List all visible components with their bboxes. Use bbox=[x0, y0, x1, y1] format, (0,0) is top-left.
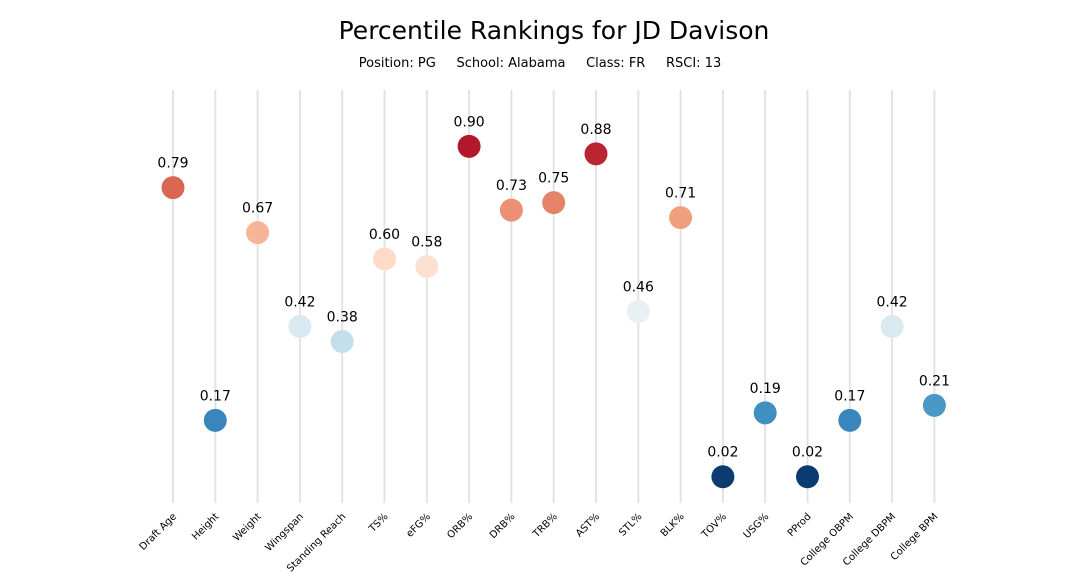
x-tick-label: PProd bbox=[786, 511, 814, 539]
data-point bbox=[499, 198, 523, 222]
data-point bbox=[753, 401, 777, 425]
x-tick-label: BLK% bbox=[659, 511, 687, 539]
data-point bbox=[203, 408, 227, 432]
x-tick-label: ORB% bbox=[445, 511, 475, 541]
value-labels: 0.79 0.17 0.67 0.42 0.38 0.60 0.58 0.90 0.73 0.75… bbox=[157, 114, 950, 460]
data-point bbox=[373, 247, 396, 271]
data-point bbox=[457, 134, 481, 158]
x-tick-label: TS% bbox=[367, 511, 391, 535]
data-point bbox=[161, 176, 185, 200]
x-tick-label: Wingspan bbox=[263, 511, 306, 554]
data-point bbox=[838, 408, 862, 432]
x-tick-label: Weight bbox=[231, 511, 263, 543]
value-label: 0.60 bbox=[369, 227, 400, 243]
x-tick-label: TOV% bbox=[699, 511, 729, 541]
value-label: 0.73 bbox=[496, 178, 527, 194]
value-label: 0.90 bbox=[454, 114, 485, 130]
value-label: 0.88 bbox=[580, 122, 611, 138]
value-label: 0.58 bbox=[411, 234, 442, 250]
value-label: 0.38 bbox=[327, 310, 358, 326]
data-point bbox=[626, 300, 650, 324]
x-tick-label: eFG% bbox=[405, 511, 433, 539]
value-label: 0.21 bbox=[919, 373, 950, 389]
data-point bbox=[542, 191, 566, 215]
value-label: 0.75 bbox=[538, 171, 569, 187]
data-point bbox=[880, 315, 904, 339]
value-label: 0.02 bbox=[792, 445, 823, 461]
data-point bbox=[584, 142, 608, 166]
value-label: 0.71 bbox=[665, 186, 696, 202]
x-tick-label: Draft Age bbox=[138, 511, 180, 553]
value-label: 0.79 bbox=[157, 156, 188, 172]
data-point bbox=[330, 330, 354, 354]
data-points bbox=[161, 134, 946, 489]
value-label: 0.46 bbox=[623, 280, 654, 296]
chart-subtitle: Position: PG School: Alabama Class: FR R… bbox=[358, 56, 722, 71]
value-label: 0.42 bbox=[284, 295, 315, 311]
value-label: 0.17 bbox=[200, 388, 231, 404]
data-point bbox=[415, 254, 439, 278]
value-label: 0.19 bbox=[750, 381, 781, 397]
chart-title: Percentile Rankings for JD Davison bbox=[338, 16, 770, 45]
value-label: 0.02 bbox=[707, 445, 738, 461]
x-tick-label: AST% bbox=[574, 511, 602, 539]
data-point bbox=[246, 221, 270, 245]
x-tick-label: Height bbox=[190, 511, 221, 542]
data-point bbox=[796, 465, 819, 489]
data-point bbox=[711, 465, 735, 489]
value-label: 0.67 bbox=[242, 201, 273, 217]
data-point bbox=[669, 206, 693, 230]
x-tick-label: USG% bbox=[742, 511, 772, 541]
x-tick-label: STL% bbox=[617, 511, 644, 538]
value-label: 0.42 bbox=[877, 295, 908, 311]
x-tick-label: DRB% bbox=[488, 511, 518, 541]
x-tick-label: TRB% bbox=[531, 511, 560, 540]
value-label: 0.17 bbox=[834, 388, 865, 404]
data-point bbox=[288, 315, 312, 339]
data-point bbox=[922, 393, 946, 417]
grid-lines bbox=[172, 90, 936, 503]
